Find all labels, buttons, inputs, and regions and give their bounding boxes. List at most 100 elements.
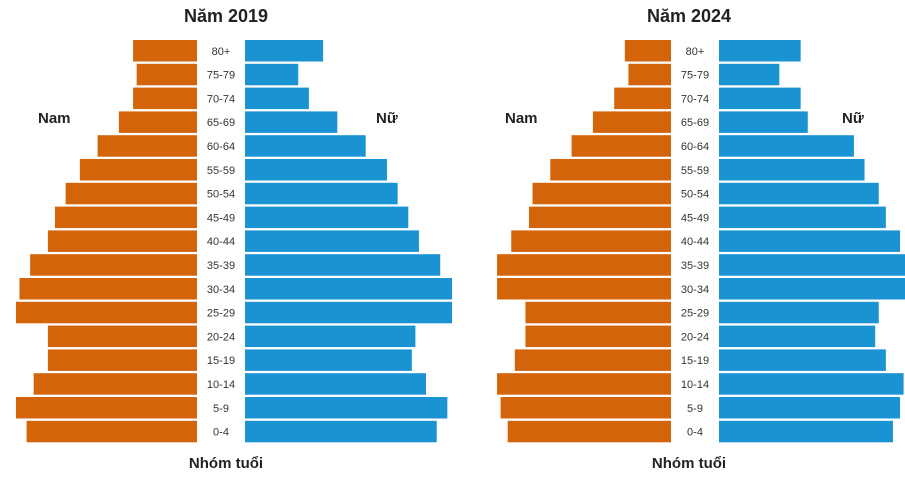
female-label: Nữ [376, 110, 398, 127]
pyramid-plot: 80+ 75-79 70-74 65-69 60-64 55-59 50-54 45-49 40… [15, 40, 452, 443]
age-label: 0-4 [687, 427, 703, 439]
age-label: 55-59 [207, 165, 235, 177]
age-label: 25-29 [207, 308, 235, 320]
bar-male-70-74 [614, 87, 671, 110]
x-axis-label: Nhóm tuổi [188, 455, 264, 472]
age-label: 10-14 [681, 379, 709, 391]
bar-male-75-79 [136, 63, 197, 86]
bar-female-50-54 [245, 182, 398, 205]
bar-female-40-44 [245, 230, 419, 252]
bar-male-5-9 [15, 397, 198, 419]
bar-female-20-24 [245, 325, 416, 348]
age-label: 70-74 [681, 93, 709, 105]
bar-female-50-54 [719, 182, 879, 205]
age-label: 0-4 [213, 427, 229, 439]
bar-female-0-4 [245, 420, 437, 443]
bar-male-15-19 [47, 349, 198, 371]
age-label: 60-64 [207, 141, 235, 153]
bar-female-10-14 [245, 373, 427, 395]
age-label: 15-19 [207, 355, 235, 367]
bar-male-10-14 [497, 373, 671, 395]
age-label: 50-54 [681, 189, 709, 201]
age-label: 15-19 [681, 355, 709, 367]
bar-male-80+ [624, 40, 671, 62]
pyramid-plot: 80+ 75-79 70-74 65-69 60-64 55-59 50-54 45-49 40… [497, 40, 905, 443]
bar-female-65-69 [719, 111, 808, 133]
female-label: Nữ [842, 110, 864, 127]
age-label: 70-74 [207, 93, 235, 105]
age-label: 40-44 [207, 236, 235, 248]
bar-female-45-49 [719, 206, 886, 229]
age-label: 20-24 [681, 331, 709, 343]
age-label: 5-9 [213, 403, 229, 415]
age-label: 45-49 [681, 212, 709, 224]
bar-male-75-79 [628, 63, 671, 86]
male-label: Nam [38, 110, 71, 127]
bar-female-80+ [245, 40, 324, 62]
bar-male-10-14 [33, 373, 198, 395]
bar-female-55-59 [719, 159, 865, 181]
bar-male-80+ [133, 40, 197, 62]
bar-male-30-34 [497, 278, 671, 300]
pyramid-2024: Năm 2024 Nam Nữ 80+ 75-79 70-74 65-69 60-64 5… [463, 0, 905, 485]
bar-male-60-64 [97, 135, 197, 157]
age-label: 80+ [212, 46, 231, 58]
bar-male-65-69 [592, 111, 671, 133]
bar-female-35-39 [245, 254, 441, 276]
age-label: 75-79 [681, 70, 709, 82]
bar-female-65-69 [245, 111, 338, 133]
bar-female-10-14 [719, 373, 904, 395]
age-label: 50-54 [207, 189, 235, 201]
bar-male-20-24 [525, 325, 671, 348]
bar-male-40-44 [511, 230, 671, 252]
bar-male-25-29 [15, 301, 198, 324]
bar-female-60-64 [719, 135, 854, 157]
age-label: 75-79 [207, 70, 235, 82]
bar-female-75-79 [245, 63, 299, 86]
bar-male-40-44 [47, 230, 198, 252]
bar-male-30-34 [19, 278, 197, 300]
bar-female-70-74 [719, 87, 801, 110]
x-axis-label: Nhóm tuổi [651, 455, 727, 472]
bar-male-25-29 [525, 301, 671, 324]
bar-female-70-74 [245, 87, 309, 110]
bar-female-45-49 [245, 206, 409, 229]
bar-male-45-49 [55, 206, 197, 229]
bar-female-75-79 [719, 63, 780, 86]
age-label: 30-34 [207, 284, 235, 296]
bar-male-55-59 [79, 159, 197, 181]
bar-female-0-4 [719, 420, 893, 443]
bar-male-5-9 [500, 397, 671, 419]
age-label: 20-24 [207, 331, 235, 343]
chart-title: Năm 2024 [646, 6, 732, 26]
age-label: 35-39 [681, 260, 709, 272]
bar-female-25-29 [719, 301, 879, 324]
age-label: 40-44 [681, 236, 709, 248]
bar-male-45-49 [529, 206, 671, 229]
age-label: 10-14 [207, 379, 235, 391]
age-label: 30-34 [681, 284, 709, 296]
bar-female-30-34 [245, 278, 452, 300]
bar-male-55-59 [550, 159, 671, 181]
bar-male-50-54 [532, 182, 671, 205]
bar-male-35-39 [30, 254, 198, 276]
bar-female-60-64 [245, 135, 366, 157]
bar-female-25-29 [245, 301, 452, 324]
age-label: 5-9 [687, 403, 703, 415]
bar-male-60-64 [571, 135, 671, 157]
age-label: 65-69 [207, 117, 235, 129]
bar-female-55-59 [245, 159, 387, 181]
bar-male-0-4 [507, 420, 671, 443]
age-label: 55-59 [681, 165, 709, 177]
bar-female-80+ [719, 40, 801, 62]
bar-male-15-19 [514, 349, 671, 371]
male-label: Nam [505, 110, 538, 127]
bar-female-15-19 [719, 349, 886, 371]
bar-female-40-44 [719, 230, 901, 252]
bar-male-70-74 [133, 87, 197, 110]
bar-female-30-34 [719, 278, 905, 300]
age-label: 80+ [686, 46, 705, 58]
chart-title: Năm 2019 [183, 6, 269, 26]
age-label: 35-39 [207, 260, 235, 272]
bar-female-5-9 [719, 397, 901, 419]
